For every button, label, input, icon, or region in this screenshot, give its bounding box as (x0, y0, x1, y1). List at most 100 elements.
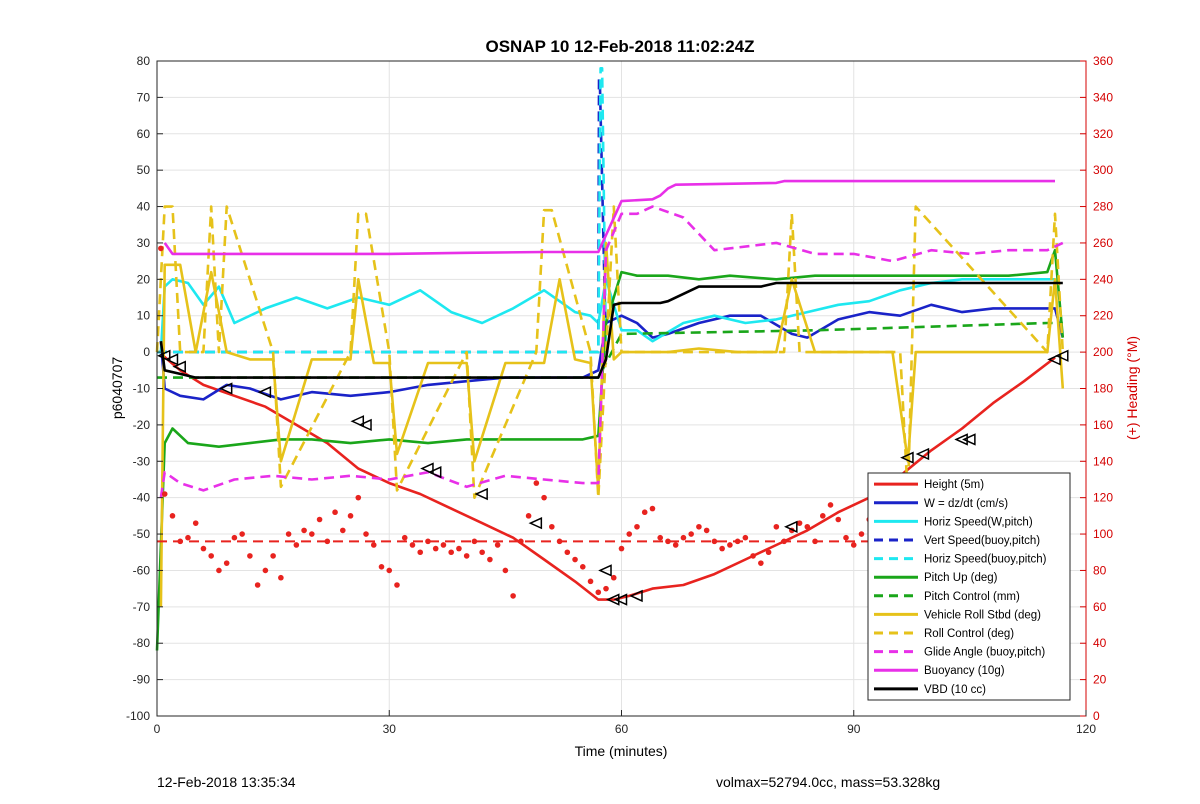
heading-point (665, 538, 671, 545)
legend-label: Pitch Up (deg) (924, 572, 998, 584)
heading-point (471, 538, 478, 545)
right-tick-label: 220 (1093, 309, 1113, 323)
heading-point (696, 523, 702, 530)
heading-point (200, 545, 207, 552)
heading-point (386, 567, 393, 574)
triangle-marker (164, 353, 179, 366)
x-tick-label: 0 (154, 722, 161, 736)
heading-point (293, 542, 300, 548)
right-tick-label: 160 (1093, 418, 1113, 432)
heading-point (185, 534, 191, 541)
right-tick-label: 240 (1093, 272, 1113, 286)
heading-point (843, 534, 849, 541)
heading-point (378, 564, 385, 570)
triangle-marker (474, 487, 488, 501)
y-tick-label: -40 (133, 491, 151, 505)
heading-point (340, 527, 346, 534)
x-tick-label: 90 (847, 722, 861, 736)
series-line (159, 205, 1064, 498)
heading-point (796, 520, 803, 526)
right-tick-label: 300 (1093, 163, 1113, 177)
heading-point (192, 520, 199, 526)
heading-point (278, 574, 284, 581)
y-tick-label: 70 (137, 90, 151, 104)
legend-label: W = dz/dt (cm/s) (924, 498, 1008, 510)
heading-point (169, 513, 176, 519)
right-tick-label: 260 (1093, 236, 1113, 250)
heading-point (239, 531, 245, 537)
heading-point (804, 523, 811, 530)
triangle-marker (358, 418, 372, 432)
heading-point (394, 582, 400, 588)
heading-point (850, 542, 857, 548)
right-tick-label: 200 (1093, 345, 1113, 359)
y-tick-label: 40 (137, 200, 151, 214)
triangle-marker (954, 433, 968, 446)
heading-point (285, 531, 292, 537)
heading-point (448, 549, 454, 556)
heading-point (262, 567, 269, 574)
legend-label: Buoyancy (10g) (924, 665, 1005, 677)
y-tick-label: -60 (133, 563, 151, 577)
triangle-marker (613, 593, 628, 606)
heading-point (819, 513, 826, 519)
heading-point (208, 553, 214, 559)
triangle-marker (784, 520, 798, 533)
legend-label: Pitch Control (mm) (924, 591, 1020, 603)
heading-point (518, 538, 524, 545)
heading-point (641, 509, 648, 516)
heading-point (618, 545, 625, 552)
triangle-marker (629, 589, 643, 603)
legend-label: VBD (10 cc) (924, 684, 986, 696)
heading-point (440, 542, 447, 548)
heading-point (533, 480, 540, 486)
heading-point (595, 589, 602, 596)
y-tick-label: 20 (137, 272, 151, 286)
legend-label: Vert Speed(buoy,pitch) (924, 535, 1040, 547)
heading-point (541, 494, 547, 501)
heading-point (432, 545, 439, 552)
heading-point (680, 534, 687, 541)
series-line (157, 67, 608, 354)
bottom-axis-ticks: 0 30 60 90 120 (154, 710, 1096, 736)
y-tick-label: 30 (137, 236, 151, 250)
triangle-marker (1047, 353, 1061, 366)
heading-point (742, 534, 749, 541)
heading-point (324, 538, 331, 545)
y-tick-label: -100 (126, 709, 150, 723)
legend-label: Glide Angle (buoy,pitch) (924, 647, 1045, 659)
x-tick-label: 60 (615, 722, 629, 736)
y-tick-label: 50 (137, 163, 151, 177)
triangle-marker (156, 349, 171, 362)
heading-point (572, 556, 578, 563)
heading-point (564, 549, 571, 556)
y-tick-label: -30 (133, 454, 151, 468)
heading-point (401, 534, 408, 541)
right-tick-label: 320 (1093, 127, 1113, 141)
heading-point (177, 538, 184, 545)
heading-point (487, 556, 493, 563)
heading-point (216, 567, 222, 574)
heading-point (502, 567, 509, 574)
heading-point (734, 538, 741, 545)
right-axis-label: (+) Heading (°M) (1124, 336, 1140, 440)
heading-point (425, 538, 431, 545)
x-tick-label: 120 (1076, 722, 1096, 736)
y-tick-label: 10 (137, 309, 151, 323)
heading-point (223, 560, 230, 566)
heading-point (858, 531, 865, 537)
chart-title: OSNAP 10 12-Feb-2018 11:02:24Z (486, 37, 755, 56)
heading-point (750, 553, 756, 559)
right-tick-label: 0 (1093, 709, 1100, 723)
footer-timestamp: 12-Feb-2018 13:35:34 (157, 774, 296, 790)
right-tick-label: 40 (1093, 636, 1107, 650)
heading-point (270, 553, 276, 559)
legend-label: Vehicle Roll Stbd (deg) (924, 609, 1041, 621)
y-tick-label: -80 (133, 636, 151, 650)
right-axis-ticks: 3603403203002802602402202001801601401201… (1080, 54, 1113, 723)
heading-point (309, 531, 315, 537)
heading-point (254, 582, 261, 588)
heading-point (626, 531, 633, 537)
y-tick-label: -90 (133, 673, 151, 687)
right-tick-label: 360 (1093, 54, 1113, 68)
